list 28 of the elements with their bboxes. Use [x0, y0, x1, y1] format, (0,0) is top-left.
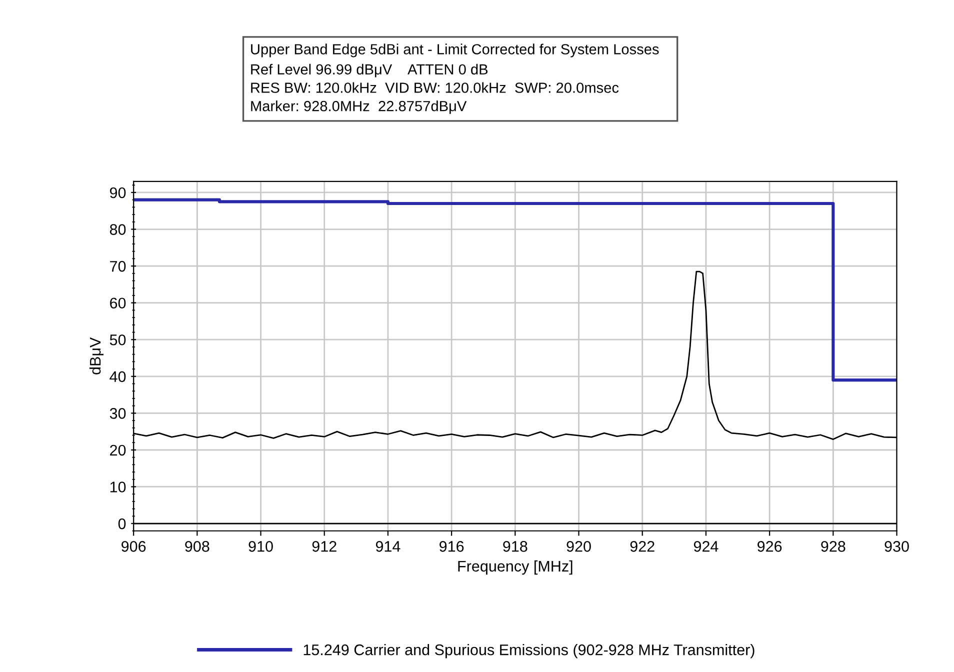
x-tick-label: 914: [376, 541, 400, 552]
x-tick-label: 922: [630, 541, 654, 552]
x-tick-label: 918: [503, 541, 528, 552]
x-tick-label: 930: [884, 541, 909, 552]
x-tick-label: 920: [566, 541, 591, 552]
chart-title: Upper Band Edge 5dBi ant - Limit Corrected for System Losses: [251, 44, 659, 58]
y-tick-label: 10: [110, 482, 126, 492]
y-tick-label: 60: [110, 298, 126, 309]
y-axis-title: dBμV: [89, 337, 104, 374]
x-tick-label: 928: [821, 541, 846, 552]
x-tick-label: 912: [312, 541, 336, 552]
x-tick-label: 926: [758, 541, 782, 552]
y-tick-label: 20: [110, 444, 126, 456]
y-tick-label: 70: [110, 260, 126, 272]
x-tick-label: 916: [440, 541, 464, 552]
text: 15.249 Carrier and Spurious Emissions (902-928 MHz Transmitter): [304, 644, 754, 658]
y-tick-label: 90: [110, 187, 126, 198]
y-tick-label: 40: [110, 371, 126, 382]
y-tick-label: 0: [118, 518, 126, 530]
x-tick-label: 910: [248, 541, 273, 552]
chart-subtitle: Ref Level 96.99 dBμV ATTEN 0 dB RES BW: 120.0kHz VID BW: 120.0kHz SWP: 20.0msec Marker: 928.0MHz 22.8757dBμV: [251, 64, 619, 114]
x-axis-title: Frequency [MHz]: [458, 560, 572, 575]
y-tick-label: 30: [110, 408, 126, 419]
x-tick-label: 908: [185, 541, 210, 552]
x-tick-label: 924: [694, 541, 718, 552]
x-tick-label: 906: [122, 541, 146, 552]
y-tick-label: 50: [110, 334, 126, 346]
y-tick-label: 80: [110, 224, 126, 235]
